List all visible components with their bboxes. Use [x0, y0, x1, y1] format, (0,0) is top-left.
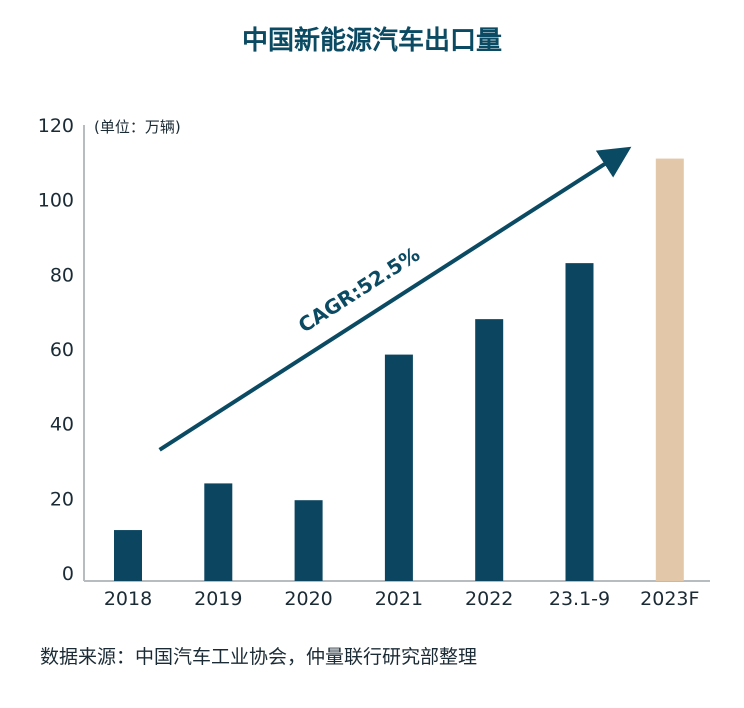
x-tick-label: 2019 [194, 588, 242, 610]
x-tick-label: 2023F [640, 588, 699, 610]
y-tick-label: 60 [50, 339, 74, 361]
x-tick-label: 2020 [284, 588, 332, 610]
bar-2023f [655, 158, 684, 581]
y-tick-label: 0 [62, 563, 74, 585]
y-tick-label: 80 [50, 264, 74, 286]
source-note: 数据来源：中国汽车工业协会，仲量联行研究部整理 [40, 646, 477, 668]
y-tick-label: 120 [38, 115, 74, 137]
y-tick-group: 0 20 40 60 80 100 120 [38, 115, 74, 585]
bar-2020 [294, 500, 323, 581]
unit-label: (单位：万辆) [94, 118, 181, 136]
x-tick-label: 2022 [465, 588, 513, 610]
chart-title: 中国新能源汽车出口量 [242, 25, 502, 56]
y-tick-label: 20 [50, 488, 74, 510]
x-tick-label: 2021 [375, 588, 423, 610]
bar-2018 [114, 530, 142, 581]
bar-group [114, 158, 684, 581]
bar-2021 [384, 354, 413, 581]
y-tick-label: 40 [50, 414, 74, 436]
y-tick-label: 100 [38, 190, 74, 212]
bar-2022 [475, 319, 504, 581]
cagr-arrow [158, 146, 632, 452]
x-tick-label: 2018 [104, 588, 152, 610]
bar-2019 [204, 483, 233, 581]
x-tick-label: 23.1-9 [549, 588, 610, 610]
bar-23-1-9 [565, 263, 594, 581]
x-tick-group: 2018 2019 2020 2021 2022 23.1-9 2023F [104, 588, 700, 610]
